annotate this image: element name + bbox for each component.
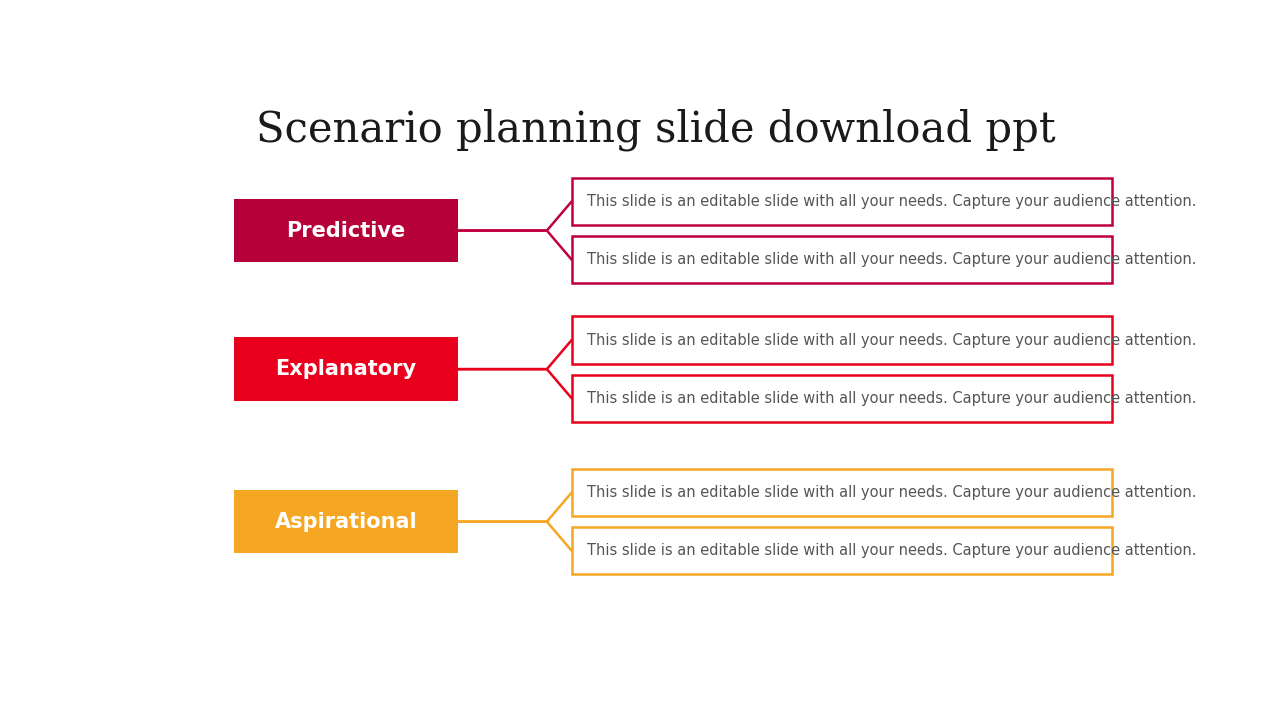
Text: This slide is an editable slide with all your needs. Capture your audience atten: This slide is an editable slide with all… [586, 194, 1196, 209]
Text: This slide is an editable slide with all your needs. Capture your audience atten: This slide is an editable slide with all… [586, 543, 1196, 558]
Text: This slide is an editable slide with all your needs. Capture your audience atten: This slide is an editable slide with all… [586, 485, 1196, 500]
FancyBboxPatch shape [572, 527, 1112, 575]
Text: Scenario planning slide download ppt: Scenario planning slide download ppt [256, 109, 1056, 151]
Text: This slide is an editable slide with all your needs. Capture your audience atten: This slide is an editable slide with all… [586, 333, 1196, 348]
FancyBboxPatch shape [572, 236, 1112, 283]
Text: Aspirational: Aspirational [275, 512, 417, 531]
FancyBboxPatch shape [572, 317, 1112, 364]
Text: This slide is an editable slide with all your needs. Capture your audience atten: This slide is an editable slide with all… [586, 391, 1196, 406]
FancyBboxPatch shape [234, 490, 458, 554]
FancyBboxPatch shape [572, 469, 1112, 516]
Text: Explanatory: Explanatory [275, 359, 416, 379]
FancyBboxPatch shape [234, 199, 458, 262]
Text: This slide is an editable slide with all your needs. Capture your audience atten: This slide is an editable slide with all… [586, 252, 1196, 267]
Text: Predictive: Predictive [287, 220, 406, 240]
FancyBboxPatch shape [572, 374, 1112, 422]
FancyBboxPatch shape [234, 337, 458, 401]
FancyBboxPatch shape [572, 178, 1112, 225]
